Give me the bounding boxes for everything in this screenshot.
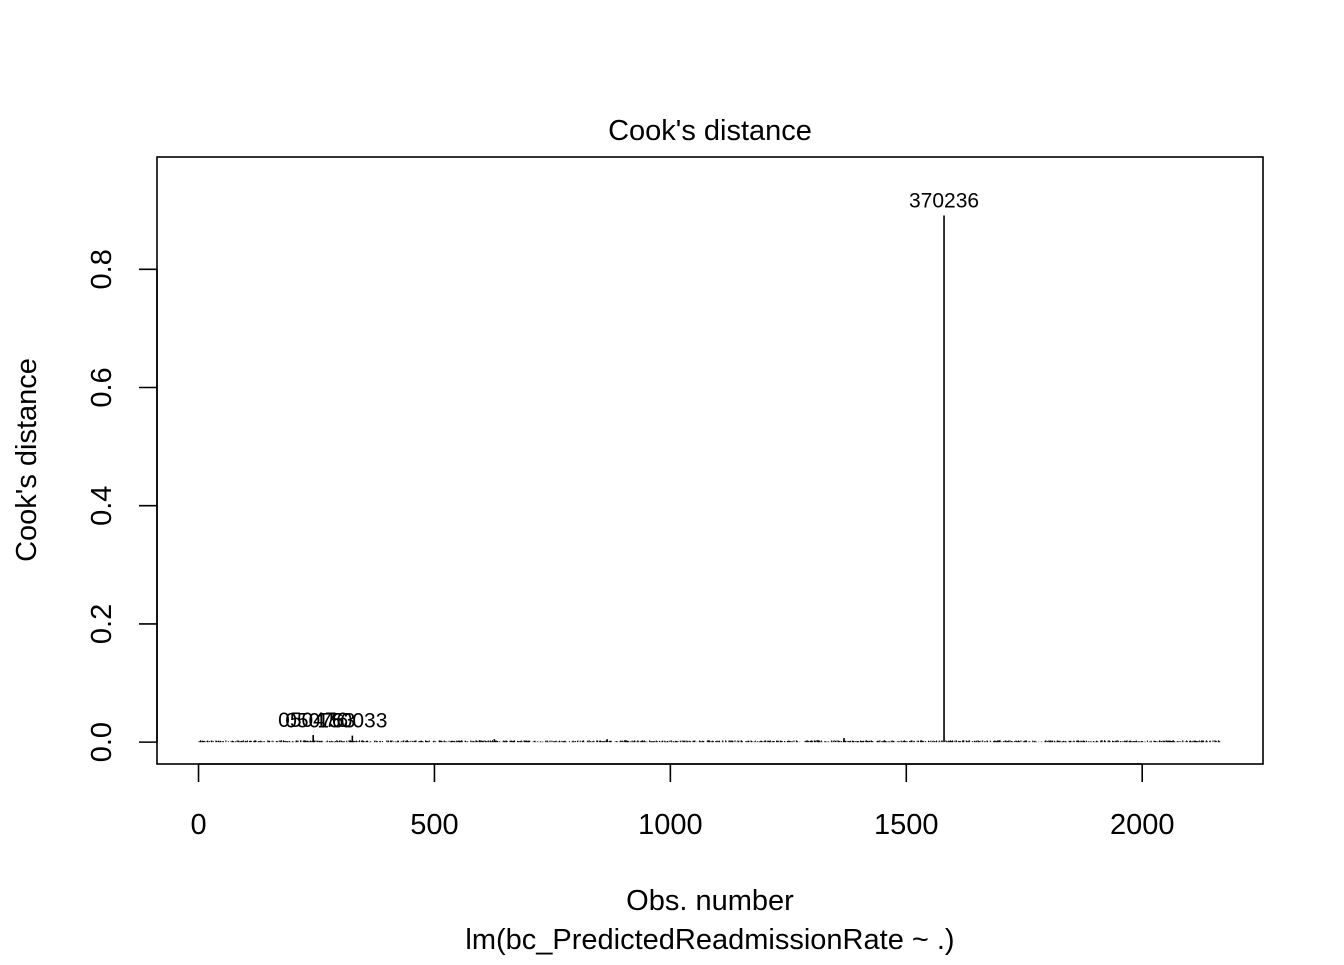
plot-frame <box>156 156 1264 765</box>
x-tick-label: 2000 <box>1110 809 1175 841</box>
data-bars <box>198 215 1221 743</box>
chart-subtitle: lm(bc_PredictedReadmissionRate ~ .) <box>465 924 954 956</box>
x-tick-label: 0 <box>190 809 206 841</box>
y-axis: 0.0 0.2 0.4 0.6 0.8 <box>86 249 158 762</box>
x-axis-title: Obs. number <box>626 885 794 917</box>
y-axis-title: Cook's distance <box>11 358 43 562</box>
point-label: 150033 <box>317 710 387 733</box>
y-tick-label: 0.0 <box>86 722 118 762</box>
x-tick-label: 500 <box>410 809 458 841</box>
y-tick-label: 0.4 <box>86 486 118 526</box>
y-tick-label: 0.2 <box>86 604 118 644</box>
x-axis: 0 500 1000 1500 2000 <box>190 763 1175 841</box>
chart-title: Cook's distance <box>608 115 812 147</box>
point-label: 050476 <box>278 709 348 732</box>
point-label: 370236 <box>909 190 979 213</box>
x-tick-label: 1000 <box>638 809 703 841</box>
y-tick-label: 0.6 <box>86 367 118 407</box>
x-tick-label: 1500 <box>874 809 939 841</box>
y-tick-label: 0.8 <box>86 249 118 289</box>
point-label: 050763 <box>285 710 355 733</box>
